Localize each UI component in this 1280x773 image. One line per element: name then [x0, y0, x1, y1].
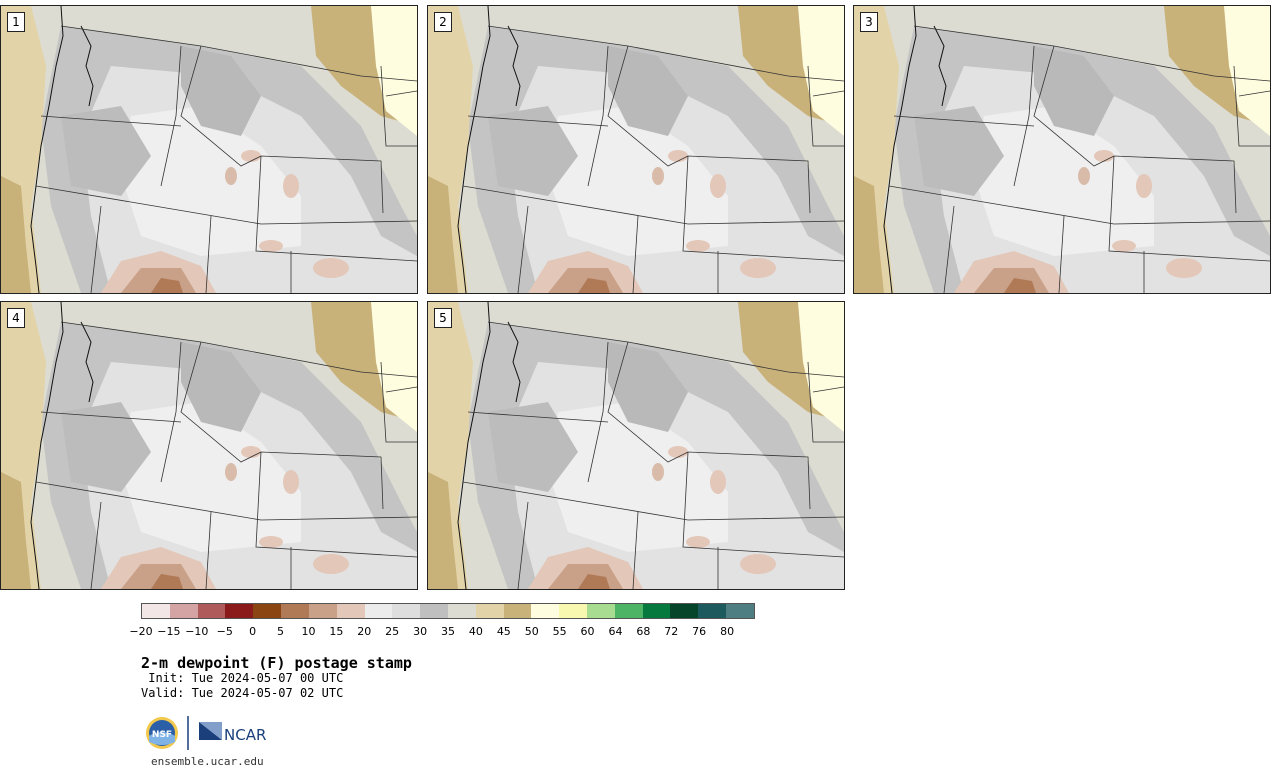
dewpoint-map	[428, 6, 844, 293]
colorbar-swatch	[614, 604, 643, 618]
dewpoint-map	[1, 302, 417, 589]
member-label: 3	[860, 12, 878, 32]
member-label: 2	[434, 12, 452, 32]
colorbar-tick-label: 25	[385, 625, 400, 638]
colorbar	[141, 603, 755, 619]
colorbar-swatch	[447, 604, 476, 618]
colorbar-swatch	[642, 604, 671, 618]
colorbar-swatch	[336, 604, 365, 618]
colorbar-swatch	[698, 604, 727, 618]
member-label: 1	[7, 12, 25, 32]
colorbar-tick-label: −15	[157, 625, 181, 638]
colorbar-tick-label: 76	[692, 625, 707, 638]
website-link[interactable]: ensemble.ucar.edu	[151, 755, 264, 768]
ncar-logo: NCAR	[199, 722, 266, 744]
colorbar-swatch	[142, 604, 170, 618]
colorbar-tick-label: −20	[129, 625, 153, 638]
member-label: 4	[7, 308, 25, 328]
colorbar-tick-label: 80	[720, 625, 735, 638]
colorbar-swatch	[225, 604, 254, 618]
ncar-text: NCAR	[224, 726, 266, 744]
colorbar-swatch	[531, 604, 560, 618]
product-title: 2-m dewpoint (F) postage stamp	[141, 654, 412, 672]
colorbar-swatch	[169, 604, 198, 618]
colorbar-tick-label: 72	[664, 625, 679, 638]
colorbar-swatch	[559, 604, 587, 618]
colorbar-tick-label: 20	[357, 625, 372, 638]
colorbar-tick-label: 45	[496, 625, 511, 638]
stamp-panel: 2	[427, 5, 845, 294]
colorbar-tick-label: 68	[636, 625, 651, 638]
colorbar-swatch	[308, 604, 337, 618]
colorbar-tick-label: 50	[524, 625, 539, 638]
dewpoint-map	[1, 6, 417, 293]
colorbar-swatch	[392, 604, 421, 618]
dewpoint-map	[428, 302, 844, 589]
stamp-panel: 1	[0, 5, 418, 294]
colorbar-swatch	[364, 604, 393, 618]
colorbar-swatch	[420, 604, 448, 618]
colorbar-swatch	[197, 604, 226, 618]
colorbar-swatch	[253, 604, 282, 618]
colorbar-tick-label: 55	[552, 625, 567, 638]
logos: NSF NCAR	[146, 716, 266, 750]
colorbar-tick-label: 60	[580, 625, 595, 638]
colorbar-swatch	[726, 604, 754, 618]
colorbar-tick-label: 30	[413, 625, 428, 638]
colorbar-swatch	[281, 604, 309, 618]
colorbar-tick-label: 5	[277, 625, 285, 638]
init-time: Init: Tue 2024-05-07 00 UTC	[141, 671, 344, 685]
colorbar-tick-label: 15	[329, 625, 344, 638]
colorbar-ticks: −20 −15 −10 −5 0 5 10 15 20 25 30 35 40 45 50 55 60 64 68 7…	[129, 625, 755, 639]
valid-time: Valid: Tue 2024-05-07 02 UTC	[141, 686, 344, 700]
colorbar-tick-label: 64	[608, 625, 623, 638]
nsf-logo: NSF	[146, 717, 178, 749]
colorbar-tick-label: −5	[216, 625, 233, 638]
member-label: 5	[434, 308, 452, 328]
stamp-panel: 3	[853, 5, 1271, 294]
colorbar-swatch	[670, 604, 699, 618]
stamp-panel: 5	[427, 301, 845, 590]
dewpoint-map	[854, 6, 1270, 293]
colorbar-tick-label: 0	[249, 625, 257, 638]
nsf-text: NSF	[152, 730, 172, 740]
colorbar-tick-label: 10	[301, 625, 316, 638]
colorbar-tick-label: 35	[441, 625, 455, 638]
stamp-panel: 4	[0, 301, 418, 590]
colorbar-swatch	[503, 604, 532, 618]
colorbar-swatch	[475, 604, 504, 618]
colorbar-swatch	[587, 604, 615, 618]
colorbar-tick-label: 40	[468, 625, 483, 638]
colorbar-tick-label: −10	[185, 625, 209, 638]
